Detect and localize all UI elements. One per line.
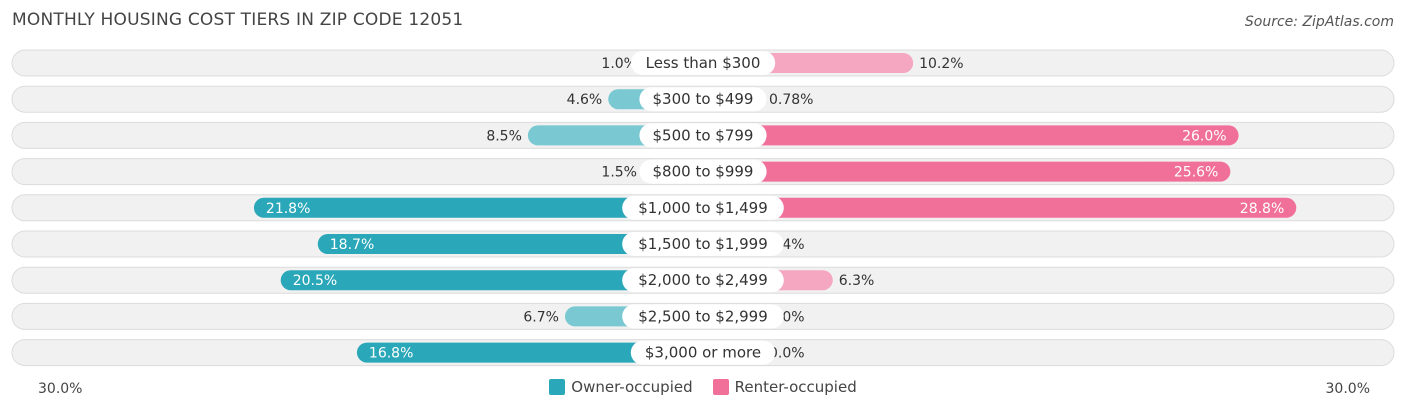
renter-value-label: 25.6% <box>1174 165 1218 181</box>
chart-title: MONTHLY HOUSING COST TIERS IN ZIP CODE 1… <box>12 10 464 30</box>
chart-source: Source: ZipAtlas.com <box>1244 14 1394 30</box>
axis-label-left: 30.0% <box>38 381 83 397</box>
category-pill <box>630 51 776 75</box>
category-pill <box>622 304 784 329</box>
legend-label-renter: Renter-occupied <box>734 378 857 396</box>
category-pill <box>622 268 784 293</box>
category-pill <box>639 87 767 112</box>
renter-value-label: 6.3% <box>839 273 875 289</box>
category-pill <box>630 340 776 365</box>
renter-bar <box>703 197 1297 218</box>
category-label: $2,000 to $2,499 <box>638 271 768 289</box>
axis-label-right: 30.0% <box>1325 381 1370 397</box>
owner-bar <box>253 197 704 218</box>
category-label: $3,000 or more <box>645 344 761 362</box>
owner-value-label: 1.5% <box>601 165 637 181</box>
category-pill <box>639 159 767 184</box>
category-label: $800 to $999 <box>653 163 754 181</box>
legend-swatch-renter <box>712 379 729 395</box>
category-label: $2,500 to $2,999 <box>638 307 768 325</box>
category-pill <box>622 232 784 256</box>
renter-bar <box>703 161 1231 182</box>
renter-value-label: 0.78% <box>769 92 813 108</box>
owner-value-label: 8.5% <box>486 128 522 144</box>
category-pill <box>639 123 767 148</box>
legend: Owner-occupied Renter-occupied <box>0 378 1406 396</box>
renter-value-label: 10.2% <box>919 56 963 72</box>
renter-value-label: 0.0% <box>769 346 805 362</box>
renter-value-label: 26.0% <box>1182 128 1226 144</box>
category-label: $300 to $499 <box>653 90 754 108</box>
owner-value-label: 20.5% <box>293 273 337 289</box>
renter-bar <box>703 125 1239 146</box>
owner-bar <box>280 270 703 291</box>
legend-swatch-owner <box>549 379 566 395</box>
legend-label-owner: Owner-occupied <box>571 378 693 396</box>
owner-value-label: 18.7% <box>330 237 374 253</box>
owner-value-label: 21.8% <box>266 201 310 217</box>
category-pill <box>622 195 784 220</box>
owner-bar <box>317 234 703 254</box>
owner-value-label: 6.7% <box>523 309 559 325</box>
category-label: $1,000 to $1,499 <box>638 199 768 217</box>
category-label: Less than $300 <box>646 54 761 72</box>
category-label: $1,500 to $1,999 <box>638 235 768 253</box>
owner-value-label: 16.8% <box>369 346 413 362</box>
owner-bar <box>356 342 703 363</box>
legend-item-renter: Renter-occupied <box>712 378 857 396</box>
owner-value-label: 4.6% <box>567 92 603 108</box>
renter-value-label: 28.8% <box>1240 201 1284 217</box>
owner-value-label: 1.0% <box>601 56 637 72</box>
legend-item-owner: Owner-occupied <box>549 378 693 396</box>
category-label: $500 to $799 <box>653 126 754 144</box>
